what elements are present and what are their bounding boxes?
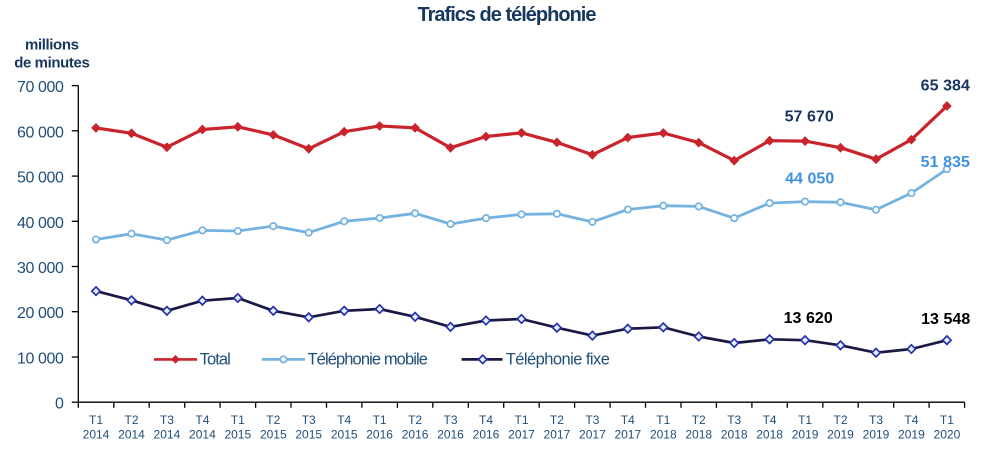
svg-text:T4: T4 bbox=[621, 413, 635, 427]
svg-text:2015: 2015 bbox=[260, 427, 287, 441]
svg-text:T4: T4 bbox=[337, 413, 351, 427]
svg-text:2017: 2017 bbox=[579, 427, 606, 441]
svg-text:2019: 2019 bbox=[792, 427, 819, 441]
svg-text:2016: 2016 bbox=[437, 427, 464, 441]
svg-text:2014: 2014 bbox=[154, 427, 181, 441]
svg-text:2018: 2018 bbox=[650, 427, 677, 441]
svg-text:2020: 2020 bbox=[934, 427, 961, 441]
svg-text:Téléphonie fixe: Téléphonie fixe bbox=[506, 351, 610, 369]
svg-text:57 670: 57 670 bbox=[785, 108, 834, 125]
svg-text:44 050: 44 050 bbox=[785, 170, 834, 187]
svg-text:2018: 2018 bbox=[685, 427, 712, 441]
svg-text:T3: T3 bbox=[869, 413, 883, 427]
svg-text:2015: 2015 bbox=[331, 427, 358, 441]
svg-text:2017: 2017 bbox=[508, 427, 535, 441]
svg-text:T2: T2 bbox=[692, 413, 706, 427]
svg-text:60 000: 60 000 bbox=[17, 124, 64, 141]
svg-text:T3: T3 bbox=[160, 413, 174, 427]
svg-text:T2: T2 bbox=[124, 413, 138, 427]
svg-text:65 384: 65 384 bbox=[921, 78, 970, 95]
svg-text:2019: 2019 bbox=[863, 427, 890, 441]
svg-text:T3: T3 bbox=[302, 413, 316, 427]
svg-text:T2: T2 bbox=[550, 413, 564, 427]
svg-text:13 620: 13 620 bbox=[784, 310, 833, 327]
svg-text:0: 0 bbox=[55, 396, 64, 413]
svg-text:2015: 2015 bbox=[295, 427, 322, 441]
svg-text:T2: T2 bbox=[408, 413, 422, 427]
svg-text:Trafics de téléphonie: Trafics de téléphonie bbox=[418, 4, 597, 26]
svg-text:T1: T1 bbox=[940, 413, 954, 427]
svg-text:10 000: 10 000 bbox=[17, 351, 64, 368]
svg-text:T1: T1 bbox=[514, 413, 528, 427]
svg-text:2018: 2018 bbox=[721, 427, 748, 441]
svg-text:2014: 2014 bbox=[83, 427, 110, 441]
svg-text:40 000: 40 000 bbox=[17, 215, 64, 232]
svg-text:30 000: 30 000 bbox=[17, 260, 64, 277]
svg-text:2015: 2015 bbox=[224, 427, 251, 441]
svg-text:T1: T1 bbox=[231, 413, 245, 427]
svg-text:2016: 2016 bbox=[366, 427, 393, 441]
svg-text:2014: 2014 bbox=[118, 427, 145, 441]
svg-text:2017: 2017 bbox=[544, 427, 571, 441]
svg-text:T4: T4 bbox=[479, 413, 493, 427]
svg-text:T4: T4 bbox=[195, 413, 209, 427]
svg-text:de minutes: de minutes bbox=[14, 55, 89, 72]
svg-text:2014: 2014 bbox=[189, 427, 216, 441]
svg-text:T3: T3 bbox=[727, 413, 741, 427]
svg-text:13 548: 13 548 bbox=[921, 311, 970, 328]
svg-text:Total: Total bbox=[200, 351, 231, 369]
svg-text:2016: 2016 bbox=[473, 427, 500, 441]
svg-text:T4: T4 bbox=[763, 413, 777, 427]
svg-text:T2: T2 bbox=[266, 413, 280, 427]
svg-text:2017: 2017 bbox=[614, 427, 641, 441]
svg-text:70 000: 70 000 bbox=[17, 79, 64, 96]
svg-text:2016: 2016 bbox=[402, 427, 429, 441]
svg-text:T4: T4 bbox=[904, 413, 918, 427]
svg-text:Téléphonie mobile: Téléphonie mobile bbox=[308, 351, 428, 369]
svg-text:millions: millions bbox=[25, 36, 79, 53]
svg-text:2019: 2019 bbox=[898, 427, 925, 441]
svg-text:51 835: 51 835 bbox=[921, 154, 970, 171]
svg-text:50 000: 50 000 bbox=[17, 170, 64, 187]
svg-text:T3: T3 bbox=[443, 413, 457, 427]
svg-text:T2: T2 bbox=[833, 413, 847, 427]
svg-text:2018: 2018 bbox=[756, 427, 783, 441]
svg-text:T1: T1 bbox=[656, 413, 670, 427]
svg-text:20 000: 20 000 bbox=[17, 305, 64, 322]
svg-text:2019: 2019 bbox=[827, 427, 854, 441]
svg-text:T1: T1 bbox=[798, 413, 812, 427]
svg-text:T1: T1 bbox=[373, 413, 387, 427]
svg-text:T1: T1 bbox=[89, 413, 103, 427]
svg-text:T3: T3 bbox=[585, 413, 599, 427]
